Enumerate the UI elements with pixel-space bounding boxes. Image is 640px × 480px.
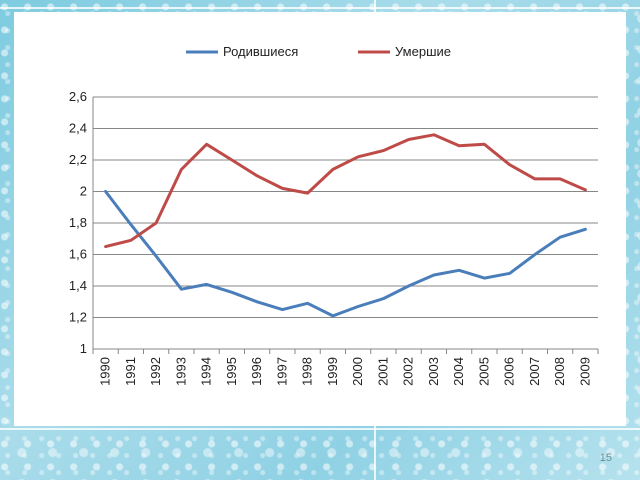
y-tick-label: 2,2 bbox=[69, 152, 87, 167]
x-tick-label: 2008 bbox=[552, 357, 567, 386]
slide-number: 15 bbox=[599, 452, 612, 464]
x-tick-label: 2007 bbox=[527, 357, 542, 386]
legend-label: Умершие bbox=[395, 44, 451, 59]
y-tick-label: 2,6 bbox=[69, 89, 87, 104]
slide-panel: 1 1,2 1,4 1,6 1,8 2 2,2 2,4 2,6 1990 1991 1992 1993 1… bbox=[14, 12, 626, 426]
y-tick-label: 1,8 bbox=[69, 215, 87, 230]
x-tick-label: 1993 bbox=[173, 357, 188, 386]
series-line-deaths bbox=[104, 133, 587, 249]
x-tick-label: 1992 bbox=[148, 357, 163, 386]
x-tick-label: 1994 bbox=[199, 357, 214, 386]
x-tick-label: 2002 bbox=[401, 357, 416, 386]
legend-label: Родившиеся bbox=[223, 44, 298, 59]
x-tick-label: 2005 bbox=[476, 357, 491, 386]
x-tick-label: 2004 bbox=[451, 357, 466, 386]
y-tick-label: 2,4 bbox=[69, 121, 87, 136]
x-tick-label: 2000 bbox=[350, 357, 365, 386]
x-tick-label: 1999 bbox=[325, 357, 340, 386]
x-tick-label: 1990 bbox=[98, 357, 113, 386]
x-tick-label: 2001 bbox=[375, 357, 390, 386]
x-tick-label: 2003 bbox=[426, 357, 441, 386]
x-tick-label: 1991 bbox=[123, 357, 138, 386]
y-tick-label: 1 bbox=[80, 341, 87, 356]
series-line-births bbox=[104, 190, 587, 318]
x-tick-label: 2009 bbox=[577, 357, 592, 386]
y-tick-label: 1,4 bbox=[69, 278, 87, 293]
line-chart: 1 1,2 1,4 1,6 1,8 2 2,2 2,4 2,6 1990 1991 1992 1993 1… bbox=[36, 34, 614, 416]
background-line-top bbox=[0, 7, 640, 9]
x-tick-label: 2006 bbox=[502, 357, 517, 386]
y-tick-label: 1,2 bbox=[69, 310, 87, 325]
x-tick-label: 1995 bbox=[224, 357, 239, 386]
background-line-bottom bbox=[0, 428, 640, 430]
y-tick-label: 1,6 bbox=[69, 247, 87, 262]
x-tick-label: 1997 bbox=[274, 357, 289, 386]
x-tick-label: 1996 bbox=[249, 357, 264, 386]
chart-svg: 1 1,2 1,4 1,6 1,8 2 2,2 2,4 2,6 1990 1991 1992 1993 1… bbox=[69, 44, 599, 386]
y-tick-label: 2 bbox=[80, 184, 87, 199]
x-tick-label: 1998 bbox=[300, 357, 315, 386]
